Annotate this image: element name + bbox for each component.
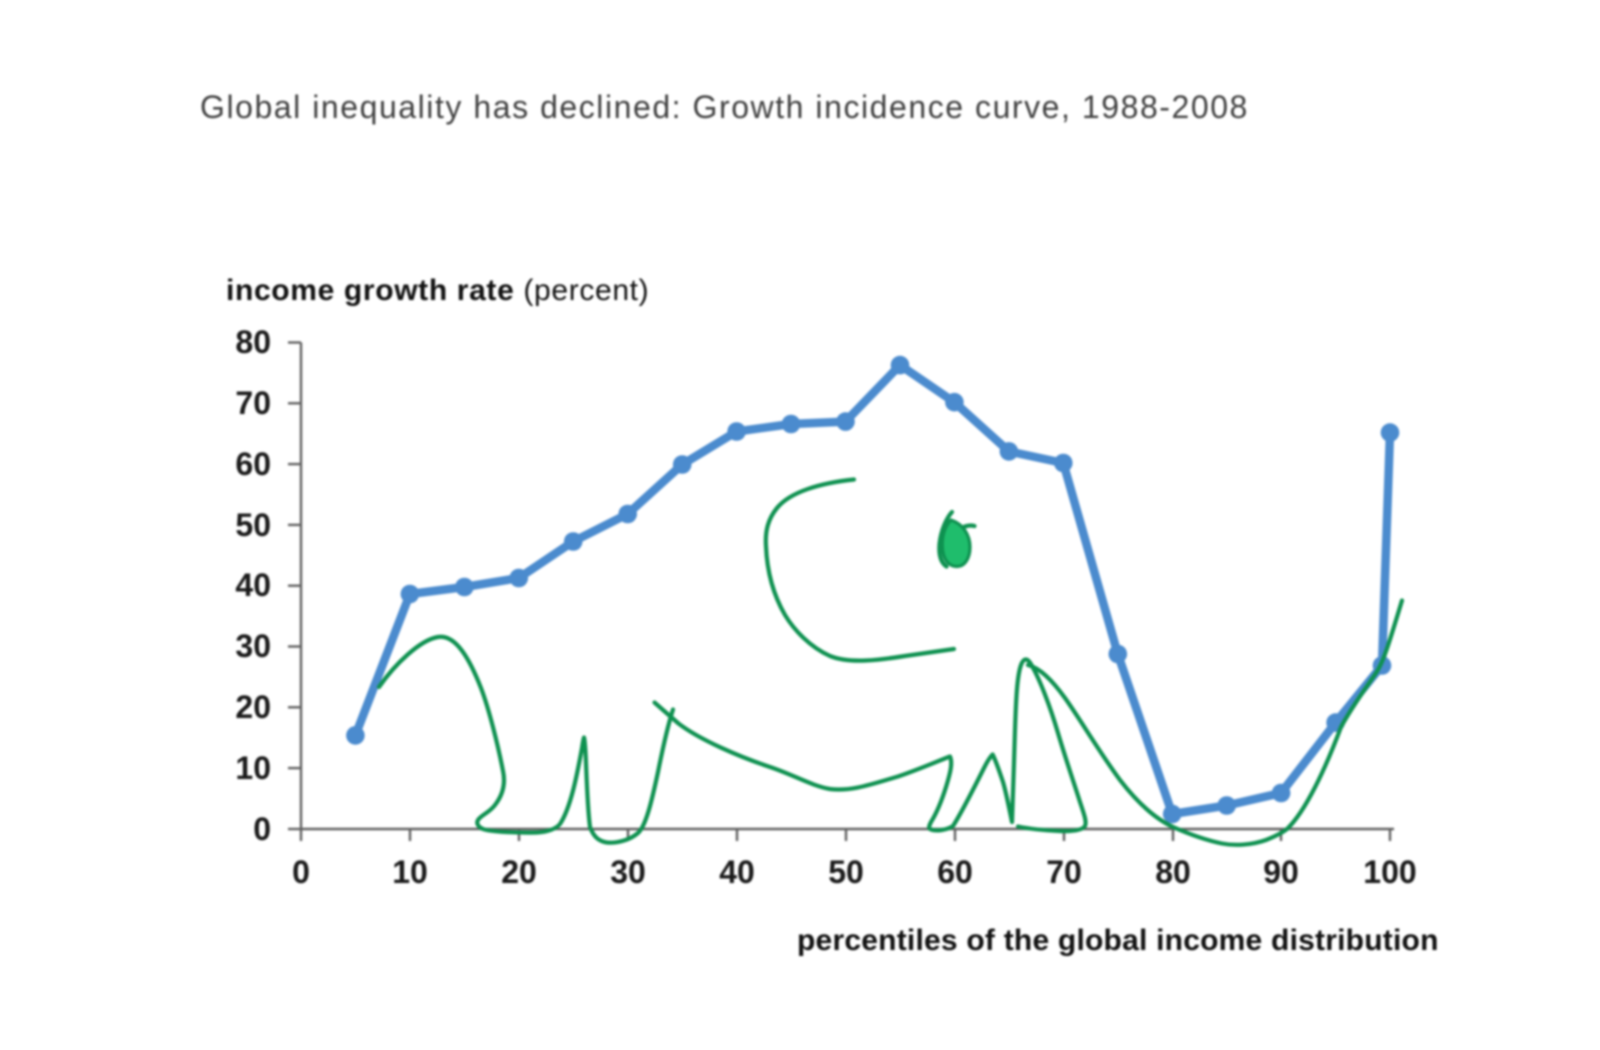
svg-text:40: 40 <box>235 567 271 603</box>
svg-text:10: 10 <box>392 854 428 890</box>
svg-text:80: 80 <box>1155 854 1191 890</box>
svg-text:percentiles of the global inco: percentiles of the global income distrib… <box>797 924 1439 957</box>
svg-text:income growth rate (percent): income growth rate (percent) <box>226 274 649 307</box>
svg-text:40: 40 <box>719 854 755 890</box>
svg-text:60: 60 <box>937 854 973 890</box>
svg-text:10: 10 <box>235 750 271 786</box>
svg-text:100: 100 <box>1363 854 1416 890</box>
svg-text:30: 30 <box>235 628 271 664</box>
svg-text:20: 20 <box>501 854 537 890</box>
svg-text:30: 30 <box>610 854 646 890</box>
svg-text:50: 50 <box>235 507 271 543</box>
svg-text:0: 0 <box>253 811 271 847</box>
svg-text:20: 20 <box>235 689 271 725</box>
svg-text:90: 90 <box>1263 854 1299 890</box>
svg-text:60: 60 <box>235 446 271 482</box>
svg-text:70: 70 <box>1046 854 1082 890</box>
svg-text:50: 50 <box>828 854 864 890</box>
svg-text:0: 0 <box>292 854 310 890</box>
svg-text:70: 70 <box>235 385 271 421</box>
svg-text:80: 80 <box>235 324 271 360</box>
